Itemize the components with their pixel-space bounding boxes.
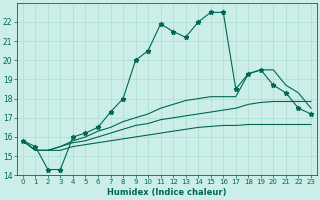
X-axis label: Humidex (Indice chaleur): Humidex (Indice chaleur) [107, 188, 227, 197]
